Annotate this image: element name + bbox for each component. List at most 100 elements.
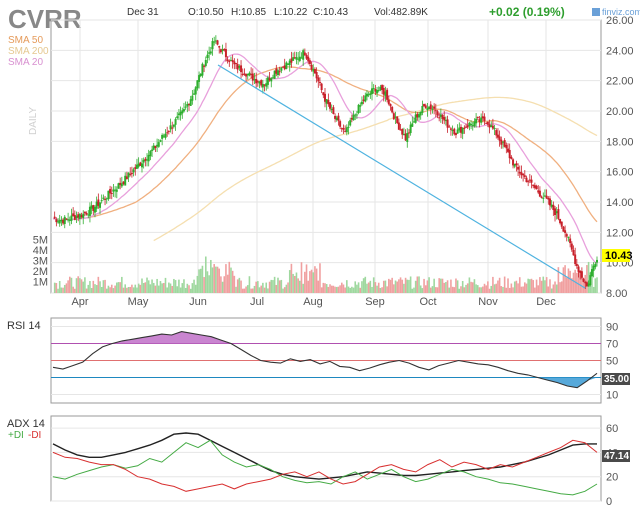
candle-body (360, 101, 363, 105)
volume-bar (168, 282, 170, 293)
candle-body (132, 169, 135, 173)
volume-bar (173, 278, 175, 293)
volume-bar (186, 283, 189, 293)
volume-bar (201, 265, 204, 293)
candle-body (127, 172, 130, 178)
volume-bar (58, 280, 61, 293)
adx-tick-label: 60 (606, 423, 618, 435)
volume-bar (522, 286, 524, 293)
volume-bar (126, 287, 128, 293)
candle-body (587, 283, 590, 287)
volume-bar (547, 286, 550, 293)
candle-body (58, 220, 61, 224)
candle-body (253, 79, 256, 81)
volume-bar (198, 269, 200, 293)
volume-bar (97, 276, 100, 293)
brand-text: finviz.com (602, 7, 640, 17)
volume-bar (295, 272, 298, 293)
volume-bar (384, 280, 387, 293)
volume-bar (203, 277, 205, 293)
volume-bar (322, 282, 325, 293)
month-label: Nov (478, 296, 498, 308)
volume-bar (367, 282, 370, 293)
volume-bar (309, 271, 311, 293)
volume-bar (204, 256, 207, 293)
candle-body (594, 263, 597, 268)
volume-bar (349, 287, 351, 293)
candle-body (569, 238, 572, 244)
candle-body (282, 66, 285, 68)
candle-body (271, 77, 274, 79)
volume-bar (74, 288, 76, 293)
candle-body (414, 114, 417, 123)
volume-bar (265, 282, 268, 293)
candle-body (485, 122, 488, 124)
volume-bar (263, 287, 266, 293)
volume-bar (579, 270, 582, 293)
volume-bar (218, 268, 221, 293)
volume-bar (596, 277, 598, 293)
candle-body (312, 68, 315, 72)
header-low: L:10.22 (274, 7, 308, 18)
volume-bar (493, 284, 496, 293)
candle-body (402, 134, 405, 136)
volume-bar (156, 278, 158, 293)
volume-bar (386, 286, 388, 293)
candle-body (265, 83, 268, 87)
volume-bar (404, 277, 407, 293)
candle-body (302, 50, 305, 60)
candle-body (209, 51, 212, 54)
volume-bar (85, 288, 88, 293)
volume-bar (141, 278, 143, 293)
candle-body (480, 117, 483, 123)
header-volume: Vol:482.89K (374, 7, 428, 18)
candle-body (297, 58, 300, 60)
volume-bar (550, 288, 553, 293)
volume-bar (381, 287, 383, 293)
price-tick-label: 14.00 (606, 197, 634, 209)
volume-bar (235, 286, 237, 293)
volume-bar (592, 286, 595, 293)
candle-body (298, 56, 301, 61)
sma50-line (52, 66, 598, 223)
volume-bar (147, 280, 150, 293)
volume-bar (243, 288, 246, 293)
volume-bar (124, 284, 126, 293)
volume-bar (134, 284, 137, 293)
candle-body (313, 69, 316, 74)
candle-body (542, 197, 545, 199)
month-label: Oct (419, 296, 436, 308)
volume-bar (388, 278, 390, 293)
candle-body (258, 81, 261, 84)
adx-value-text: 47.14 (604, 451, 629, 462)
candle-body (276, 70, 279, 76)
volume-bar (278, 280, 281, 293)
candle-body (418, 114, 421, 118)
volume-bar (215, 266, 217, 293)
volume-bar (102, 280, 105, 293)
candle-body (182, 109, 185, 112)
candle-body (572, 249, 575, 256)
candle-body (355, 114, 358, 116)
timeframe-label: DAILY (28, 107, 39, 135)
candle-body (144, 158, 147, 161)
candle-body (503, 140, 506, 147)
volume-bar (537, 285, 540, 293)
volume-bar (507, 278, 509, 293)
candle-body (463, 127, 466, 129)
candle-body (555, 211, 558, 214)
volume-bar (372, 277, 375, 293)
volume-bar (257, 281, 259, 293)
candle-body (518, 171, 521, 174)
volume-bar (586, 265, 588, 293)
candle-body (325, 99, 328, 104)
month-label: Apr (71, 296, 88, 308)
candle-body (241, 73, 244, 75)
candle-body (367, 94, 370, 96)
volume-bar (351, 286, 353, 293)
candle-body (303, 52, 306, 56)
candle-body (434, 110, 437, 112)
candle-body (130, 172, 133, 174)
volume-bar (342, 284, 345, 293)
volume-bar (340, 282, 343, 293)
